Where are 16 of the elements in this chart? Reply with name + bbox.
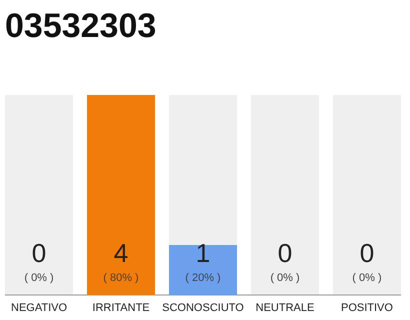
chart-title: 03532303 — [5, 7, 156, 45]
annotation: ( 20% ) — [185, 272, 221, 284]
x-tick-label: POSITIVO — [340, 302, 394, 314]
annotation: ( 0% ) — [24, 272, 54, 284]
annotation: ( 0% ) — [352, 272, 382, 284]
annotation: 0 — [278, 238, 292, 268]
x-tick-label: NEGATIVO — [11, 302, 68, 314]
x-tick-label: NEUTRALE — [256, 302, 314, 314]
annotation: 0 — [32, 238, 46, 268]
annotation: ( 0% ) — [270, 272, 300, 284]
annotation: 1 — [196, 238, 210, 268]
annotation: 0 — [360, 238, 374, 268]
x-tick-label: IRRITANTE — [92, 302, 150, 314]
annotation: 4 — [114, 238, 128, 268]
annotation: ( 80% ) — [103, 272, 139, 284]
x-tick-label: SCONOSCIUTO — [162, 302, 244, 314]
